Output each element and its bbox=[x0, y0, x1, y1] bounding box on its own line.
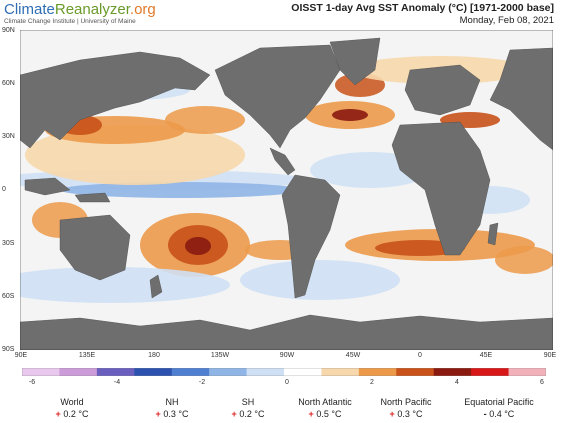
stat-value: 0.2 °C bbox=[63, 409, 89, 419]
anomaly-patch bbox=[185, 237, 211, 255]
lat-label: 90S bbox=[2, 346, 15, 353]
sst-anomaly-map bbox=[20, 30, 553, 350]
stat-sign: + bbox=[55, 409, 61, 419]
stat-sign: - bbox=[483, 409, 487, 419]
lon-label: 180 bbox=[148, 352, 160, 359]
map-title: OISST 1-day Avg SST Anomaly (°C) [1971-2… bbox=[291, 2, 554, 14]
colorbar-segment bbox=[171, 368, 210, 376]
stat-north-pacific: North Pacific + 0.3 °C bbox=[361, 397, 451, 419]
lat-label: 90N bbox=[2, 27, 15, 34]
stat-sign: + bbox=[308, 409, 314, 419]
colorbar-label: -6 bbox=[28, 379, 36, 386]
stat-world: World + 0.2 °C bbox=[27, 397, 117, 419]
lat-label: 30N bbox=[2, 133, 15, 140]
colorbar-segment bbox=[396, 368, 435, 376]
colorbar-segment bbox=[471, 368, 510, 376]
logo-reanalyzer: Reanalyzer bbox=[54, 1, 130, 18]
anomaly-patch bbox=[332, 109, 368, 121]
anomaly-patch bbox=[20, 267, 230, 303]
lon-label: 45E bbox=[479, 352, 493, 359]
colorbar-segment bbox=[321, 368, 360, 376]
lon-label: 135E bbox=[78, 352, 96, 359]
colorbar-segment bbox=[246, 368, 285, 376]
land-asia bbox=[20, 51, 211, 149]
stat-sign: + bbox=[231, 409, 237, 419]
land-north-america bbox=[214, 44, 341, 149]
colorbar-label: 6 bbox=[540, 379, 544, 386]
land-europe bbox=[404, 64, 481, 116]
lat-label: 30S bbox=[2, 240, 15, 247]
lon-label: 45W bbox=[345, 352, 361, 359]
stat-equatorial-pacific: Equatorial Pacific - 0.4 °C bbox=[454, 397, 544, 419]
land-new-zealand bbox=[149, 274, 163, 299]
stat-name: North Pacific bbox=[380, 397, 432, 407]
colorbar-segment bbox=[433, 368, 472, 376]
colorbar-segment bbox=[358, 368, 397, 376]
stat-value: 0.4 °C bbox=[489, 409, 515, 419]
anomaly-patch bbox=[495, 246, 553, 274]
stat-name: World bbox=[60, 397, 84, 407]
stat-value: 0.3 °C bbox=[397, 409, 423, 419]
stat-sh: SH + 0.2 °C bbox=[203, 397, 293, 419]
lon-label: 90E bbox=[14, 352, 28, 359]
stat-nh: NH + 0.3 °C bbox=[127, 397, 217, 419]
lat-label: 0 bbox=[2, 186, 6, 193]
anomaly-patch bbox=[240, 260, 400, 300]
colorbar-label: -2 bbox=[198, 379, 206, 386]
land-africa bbox=[391, 121, 491, 256]
land-central-america bbox=[269, 147, 296, 176]
colorbar-segment bbox=[209, 368, 248, 376]
land-new-guinea bbox=[74, 192, 111, 203]
land-indonesia bbox=[24, 177, 71, 196]
colorbar-label: 4 bbox=[455, 379, 459, 386]
colorbar-segment bbox=[134, 368, 173, 376]
colorbar-segment bbox=[508, 368, 546, 376]
stat-value: 0.2 °C bbox=[239, 409, 265, 419]
logo-climate: Climate bbox=[4, 1, 55, 18]
stat-value: 0.3 °C bbox=[163, 409, 189, 419]
land-madagascar bbox=[487, 222, 499, 246]
land-south-america bbox=[281, 174, 341, 299]
colorbar-segment bbox=[59, 368, 98, 376]
land-greenland bbox=[329, 37, 381, 86]
land-asia-east bbox=[489, 47, 553, 151]
logo-org: .org bbox=[129, 1, 156, 18]
colorbar-segment bbox=[284, 368, 322, 376]
stat-name: Equatorial Pacific bbox=[464, 397, 534, 407]
lon-label: 90E bbox=[543, 352, 557, 359]
lon-label: 0 bbox=[418, 352, 422, 359]
stat-north-atlantic: North Atlantic + 0.5 °C bbox=[280, 397, 370, 419]
lon-label: 135W bbox=[210, 352, 230, 359]
stat-value: 0.5 °C bbox=[316, 409, 342, 419]
stat-name: North Atlantic bbox=[298, 397, 352, 407]
colorbar-segment bbox=[22, 368, 60, 376]
colorbar-segment bbox=[96, 368, 135, 376]
stat-name: SH bbox=[241, 397, 255, 407]
lon-label: 90W bbox=[279, 352, 295, 359]
colorbar bbox=[22, 368, 546, 376]
logo-subtitle: Climate Change Institute | University of… bbox=[4, 18, 136, 25]
colorbar-label: 2 bbox=[370, 379, 374, 386]
land-antarctica bbox=[20, 314, 553, 350]
anomaly-patch bbox=[165, 106, 245, 134]
logo[interactable]: ClimateReanalyzer.org bbox=[4, 2, 156, 18]
stat-name: NH bbox=[165, 397, 179, 407]
anomaly-patch bbox=[60, 182, 300, 198]
map-date: Monday, Feb 08, 2021 bbox=[459, 15, 554, 26]
colorbar-label: 0 bbox=[285, 379, 289, 386]
stat-sign: + bbox=[389, 409, 395, 419]
lat-label: 60S bbox=[2, 293, 15, 300]
stat-sign: + bbox=[155, 409, 161, 419]
colorbar-label: -4 bbox=[113, 379, 121, 386]
lat-label: 60N bbox=[2, 80, 15, 87]
land-australia bbox=[59, 214, 131, 281]
